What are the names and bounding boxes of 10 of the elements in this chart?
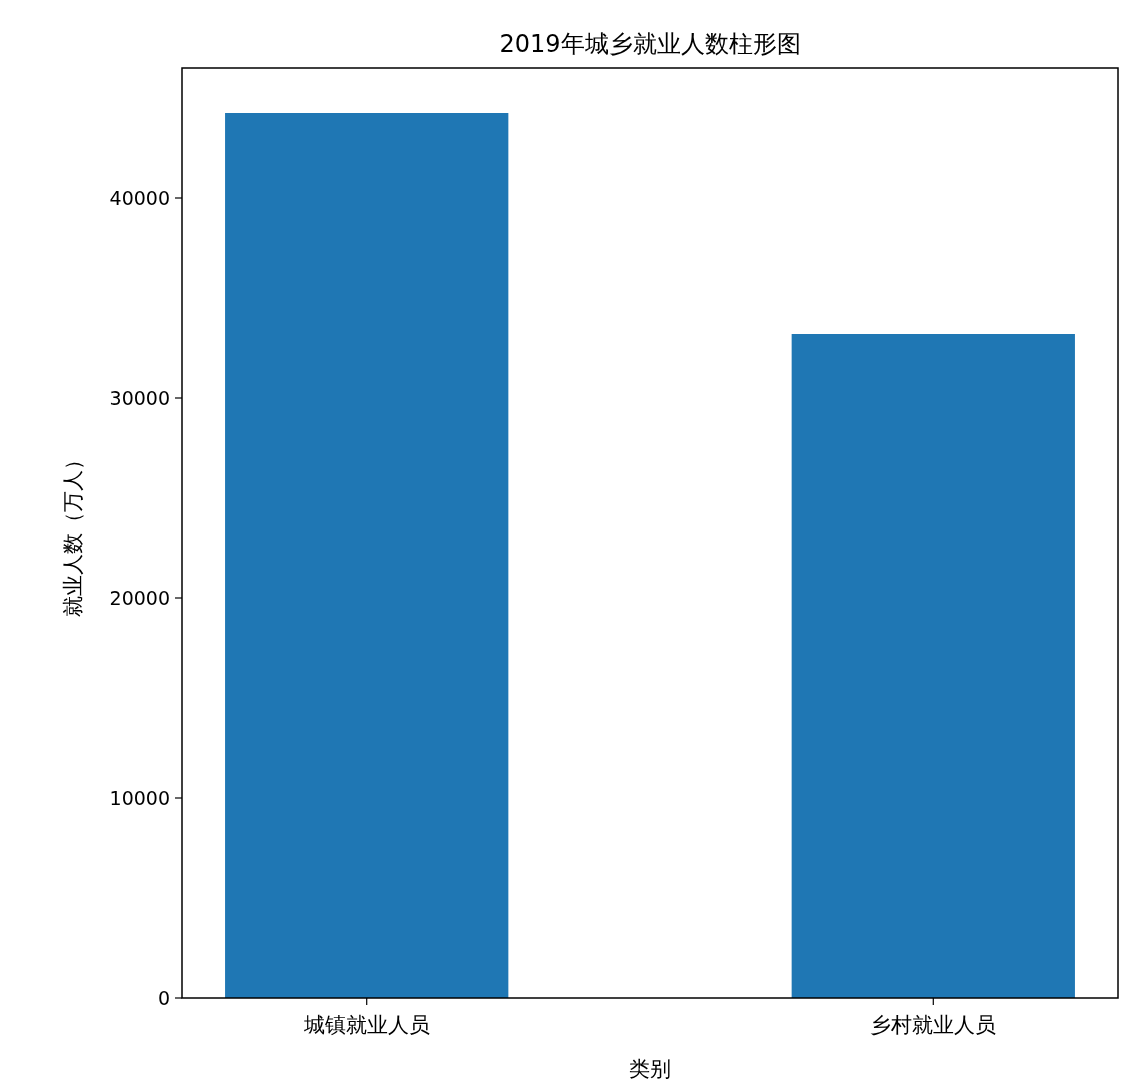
chart-title: 2019年城乡就业人数柱形图 bbox=[499, 30, 801, 58]
x-tick-label: 乡村就业人员 bbox=[870, 1013, 997, 1037]
y-tick-label: 30000 bbox=[109, 387, 170, 409]
y-tick-label: 10000 bbox=[109, 787, 170, 809]
y-tick-label: 40000 bbox=[109, 187, 170, 209]
x-axis-title: 类别 bbox=[629, 1057, 671, 1081]
y-tick-label: 20000 bbox=[109, 587, 170, 609]
y-axis-title: 就业人数（万人） bbox=[61, 449, 85, 617]
x-tick-label: 城镇就业人员 bbox=[302, 1013, 430, 1037]
y-tick-label: 0 bbox=[157, 987, 170, 1009]
